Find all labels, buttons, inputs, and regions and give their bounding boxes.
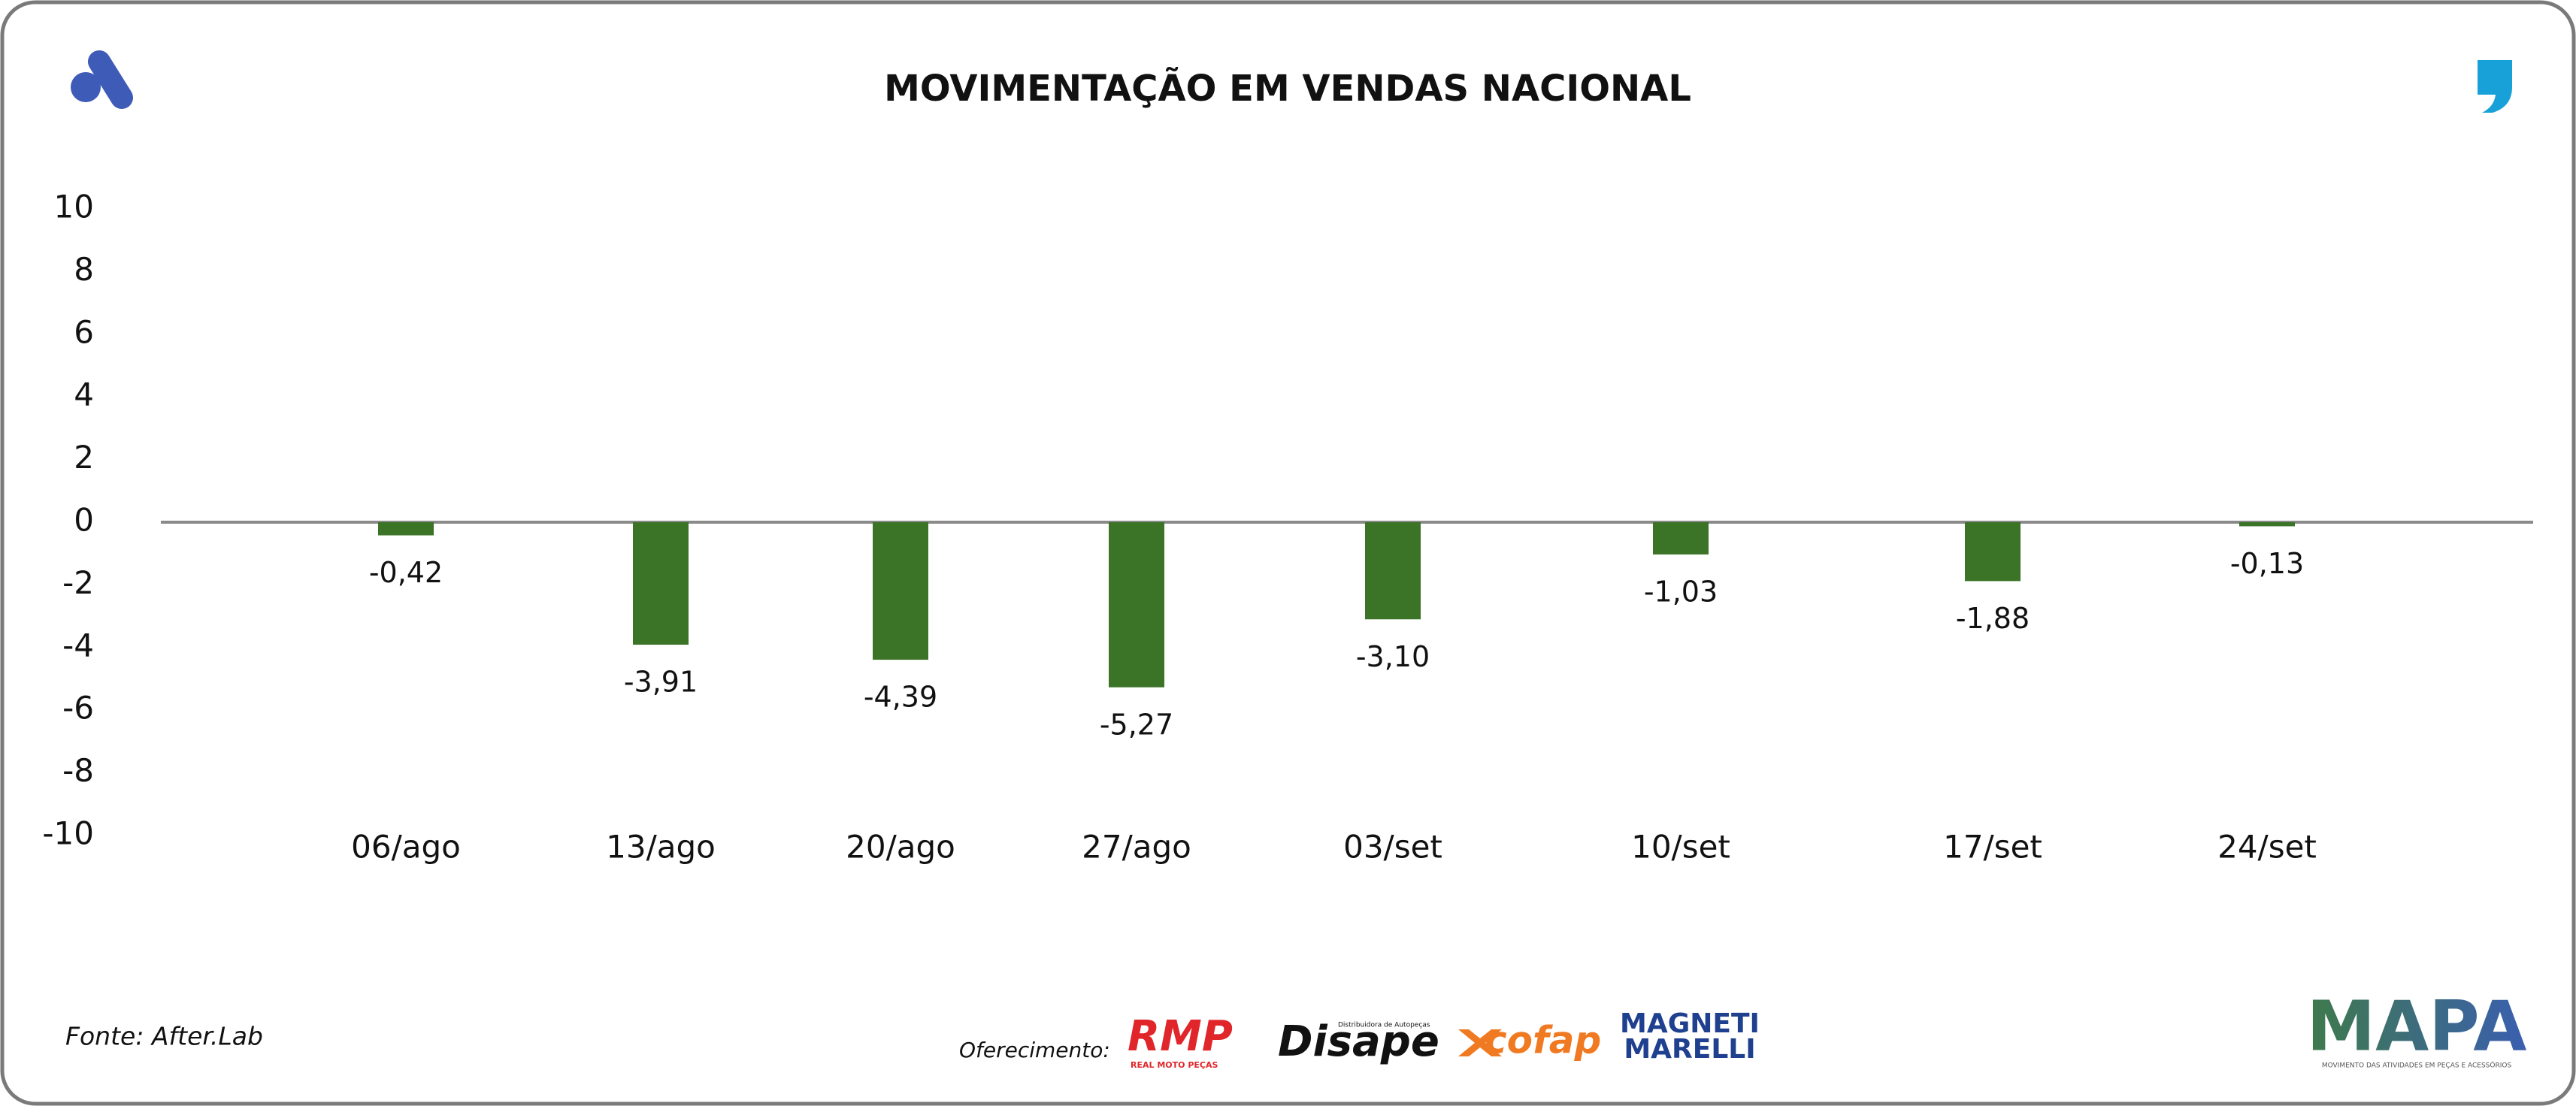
x-tick-label: 17/set <box>1943 829 2042 866</box>
bar <box>1365 522 1421 620</box>
x-tick-label: 03/set <box>1343 829 1442 866</box>
value-label: -3,10 <box>1356 640 1430 673</box>
y-tick-label: -4 <box>62 627 94 663</box>
source: Fonte: After.Lab <box>65 1022 263 1051</box>
y-tick-label: -10 <box>42 815 94 852</box>
y-tick-label: 4 <box>74 376 94 413</box>
brand-tagline: MOVIMENTO DAS ATIVIDADES EM PEÇAS E ACES… <box>2322 1061 2512 1070</box>
value-label: -0,42 <box>369 556 443 589</box>
y-tick-label: 10 <box>54 189 94 225</box>
y-tick-label: -8 <box>62 752 94 789</box>
value-label: -1,88 <box>1956 602 2030 635</box>
sponsor-logo: MARELLI <box>1624 1034 1755 1065</box>
y-tick-label: 2 <box>74 439 94 476</box>
value-label: -5,27 <box>1100 708 1173 741</box>
x-tick-label: 10/set <box>1631 829 1730 866</box>
y-tick-label: -2 <box>62 564 94 601</box>
y-tick-label: 6 <box>74 313 94 350</box>
logo-a <box>71 50 133 109</box>
x-tick-label: 27/ago <box>1082 829 1191 866</box>
sponsor-logo-sub: REAL MOTO PEÇAS <box>1131 1060 1218 1070</box>
value-label: -0,13 <box>2230 547 2304 580</box>
x-tick-label: 24/set <box>2217 829 2317 866</box>
bar <box>2239 522 2295 527</box>
x-tick-label: 20/ago <box>846 829 955 866</box>
y-tick-label: -6 <box>62 690 94 727</box>
y-tick-label: 0 <box>74 502 94 539</box>
value-label: -3,91 <box>624 666 698 699</box>
x-tick-label: 06/ago <box>351 829 461 866</box>
bar <box>1109 522 1164 687</box>
logo-quote <box>2478 60 2512 113</box>
chart-title: MOVIMENTAÇÃO EM VENDAS NACIONAL <box>884 67 1691 110</box>
sponsor-logo: MAGNETI <box>1620 1008 1760 1039</box>
bar <box>1653 522 1709 555</box>
sponsor-label: Oferecimento: <box>959 1038 1110 1062</box>
bar <box>378 522 434 536</box>
value-label: -4,39 <box>864 681 937 714</box>
y-tick-label: 8 <box>74 251 94 288</box>
x-tick-label: 13/ago <box>606 829 716 866</box>
cofap-mark <box>1458 1029 1502 1056</box>
brand-logo: MAPA <box>2307 986 2527 1066</box>
bar <box>633 522 689 645</box>
value-label: -1,03 <box>1644 575 1718 608</box>
sponsor-logo: cofap <box>1485 1019 1601 1062</box>
sponsor-logo-sub: Distribuidora de Autopeças <box>1338 1022 1430 1029</box>
bar <box>1965 522 2021 582</box>
sponsor-logo: RMP <box>1128 1012 1233 1061</box>
bar <box>873 522 928 660</box>
sponsor-logo: Disape <box>1278 1017 1439 1066</box>
